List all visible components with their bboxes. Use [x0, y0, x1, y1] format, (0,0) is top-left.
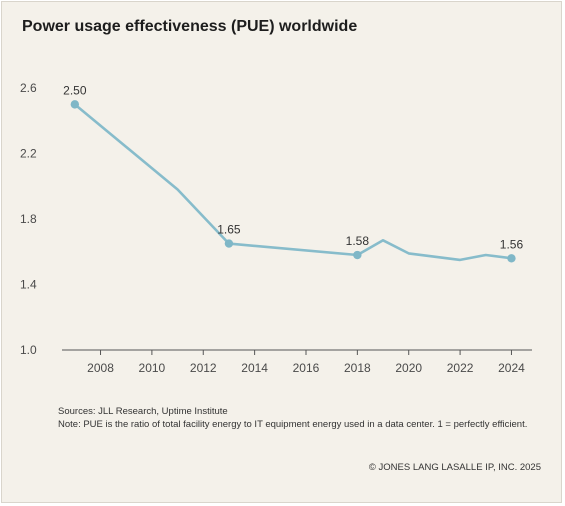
- markers-layer: 2.50 1.65 1.58 1.56: [63, 83, 524, 263]
- y-tick-label: 2.6: [20, 81, 37, 95]
- y-axis: 1.0 1.4 1.8 2.2 2.6: [20, 81, 37, 357]
- data-point: [70, 100, 80, 109]
- data-point: [353, 250, 362, 260]
- x-tick-label: 2010: [139, 361, 166, 375]
- series-layer: [73, 103, 513, 262]
- x-tick-label: 2014: [241, 361, 268, 375]
- x-tick-label: 2018: [344, 361, 371, 375]
- y-tick-label: 1.8: [20, 212, 37, 226]
- y-tick-label: 2.2: [20, 147, 37, 161]
- chart-title: Power usage effectiveness (PUE) worldwid…: [22, 18, 358, 35]
- y-tick-label: 1.4: [20, 278, 37, 292]
- pue-series-line: [73, 103, 513, 262]
- x-tick-label: 2022: [447, 361, 474, 375]
- x-axis: 2008 2010 2012 2014 2016 2018 2020 2022 2024: [62, 349, 532, 375]
- x-tick-label: 2024: [498, 361, 525, 375]
- note-text: Note: PUE is the ratio of total facility…: [58, 418, 528, 430]
- data-point: [507, 254, 516, 263]
- chart-notes: Sources: JLL Research, Uptime Institute …: [58, 406, 527, 431]
- y-tick-label: 1.0: [20, 343, 37, 357]
- x-tick-label: 2016: [293, 361, 320, 375]
- data-point: [224, 239, 234, 248]
- data-label: 1.56: [500, 237, 524, 251]
- x-tick-label: 2020: [395, 361, 422, 375]
- x-tick-label: 2012: [190, 361, 217, 375]
- copyright-text: © JONES LANG LASALLE IP, INC. 2025: [368, 462, 541, 473]
- data-label: 1.58: [346, 234, 370, 248]
- x-tick-label: 2008: [87, 361, 114, 375]
- data-label: 1.65: [217, 223, 241, 237]
- data-label: 2.50: [63, 83, 87, 97]
- sources-text: Sources: JLL Research, Uptime Institute: [58, 406, 228, 417]
